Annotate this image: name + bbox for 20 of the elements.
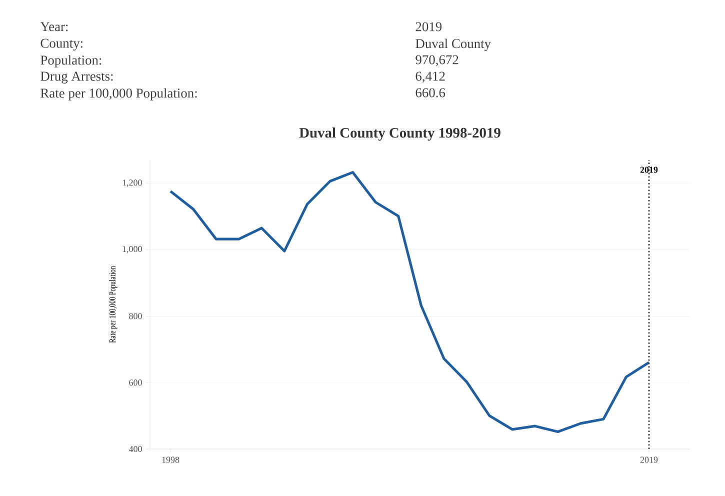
y-tick-label: 400 <box>128 446 142 452</box>
y-tick-label: 800 <box>129 313 142 320</box>
text: County: <box>40 38 82 51</box>
text: Population: <box>40 55 102 68</box>
text: Duval County <box>416 38 491 51</box>
y-tick-label: 600 <box>129 380 142 386</box>
text: 2019 <box>416 22 442 32</box>
y-tick-label: 1,000 <box>122 246 142 254</box>
y-axis-title: Rate per 100,000 Population <box>109 266 118 343</box>
text: Year: <box>40 22 68 32</box>
text: Drug Arrests: <box>40 72 113 84</box>
text: 660.6 <box>416 88 446 98</box>
chart-title: Duval County County 1998-2019 <box>299 128 500 141</box>
ref-line-label: 2019 <box>640 166 658 173</box>
x-tick-label: 1998 <box>162 456 180 463</box>
text: 6,412 <box>416 72 445 83</box>
line-series <box>169 171 650 434</box>
text: Rate per 100,000 Population: <box>40 88 197 100</box>
text: 970,672 <box>416 55 458 66</box>
y-tick-label: 1,200 <box>122 180 142 187</box>
